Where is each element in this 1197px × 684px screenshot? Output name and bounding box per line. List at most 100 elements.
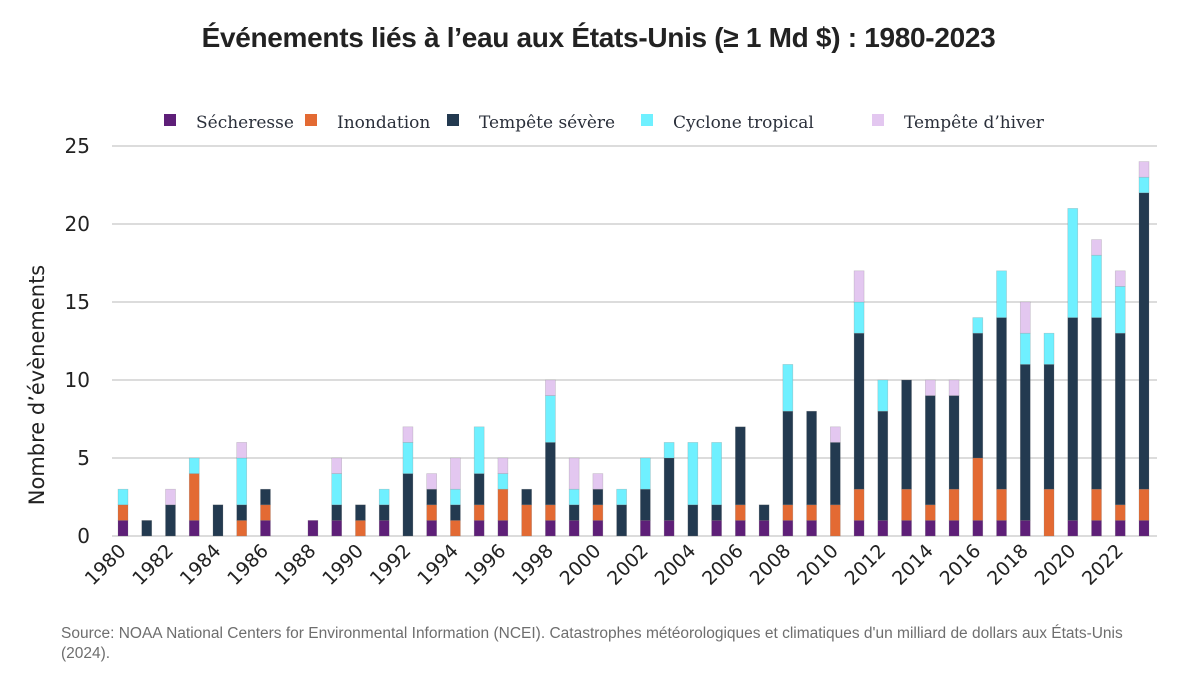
bar-segment: [687, 442, 699, 506]
bar-segment: [948, 395, 960, 490]
legend-label: Tempête d’hiver: [904, 113, 1045, 133]
legend-item: Cyclone tropical: [641, 113, 814, 133]
bar-segment: [1091, 239, 1102, 256]
bar-segment: [236, 457, 248, 506]
x-tick-label: 2000: [556, 540, 606, 590]
bar-segment: [188, 520, 200, 537]
legend-item: Tempête sévère: [447, 113, 615, 133]
bar-stack-2001: [616, 488, 627, 537]
bar-stack-1988: [307, 520, 319, 537]
bar-segment: [307, 520, 319, 537]
bar-segment: [545, 395, 556, 443]
x-tick-label: 2002: [603, 540, 653, 590]
bar-segment: [782, 520, 794, 537]
bar-stack-1980: [117, 488, 129, 537]
bar-segment: [545, 442, 556, 506]
legend-item: Inondation: [305, 113, 430, 133]
bar-segment: [640, 457, 651, 490]
gridlines: [112, 145, 1157, 537]
y-tick-label: 15: [65, 290, 90, 314]
bar-segment: [117, 520, 129, 537]
y-tick-label: 0: [77, 524, 90, 548]
bar-stack-1995: [473, 426, 485, 537]
y-axis-ticks: 0 5 10 15 20 25: [65, 134, 90, 548]
bar-segment: [830, 442, 841, 506]
legend-swatch: [164, 114, 176, 126]
bar-segment: [545, 504, 556, 521]
x-tick-label: 1984: [176, 540, 226, 590]
bar-stack-2010: [830, 426, 841, 537]
bar-segment: [1043, 488, 1055, 537]
bar-segment: [758, 520, 770, 537]
legend-label: Sécheresse: [196, 113, 294, 133]
legend-item: Sécheresse: [164, 113, 294, 133]
bar-segment: [497, 520, 509, 537]
bar-segment: [1138, 192, 1150, 490]
bar-stack-2011: [853, 270, 865, 537]
bar-stack-2005: [711, 442, 722, 537]
bar-segment: [1091, 520, 1102, 537]
bar-segment: [901, 520, 912, 537]
bar-segment: [663, 442, 675, 459]
bar-segment: [473, 520, 485, 537]
bar-segment: [1138, 161, 1150, 178]
bar-segment: [711, 442, 722, 506]
legend-label: Cyclone tropical: [673, 113, 814, 133]
bar-stack-1989: [331, 457, 342, 537]
bar-segment: [402, 426, 414, 443]
bar-segment: [450, 504, 461, 521]
legend-label: Inondation: [337, 113, 430, 133]
bar-segment: [592, 488, 604, 506]
bar-segment: [877, 410, 889, 521]
bar-segment: [925, 504, 936, 521]
bar-segment: [260, 488, 271, 506]
y-tick-label: 10: [65, 368, 90, 392]
bar-segment: [450, 488, 461, 506]
x-tick-label: 1982: [128, 540, 178, 590]
bar-segment: [473, 473, 485, 506]
source-note: Source: NOAA National Centers for Enviro…: [61, 625, 1123, 662]
bar-segment: [901, 379, 912, 490]
bar-segment: [426, 520, 437, 537]
bar-segment: [996, 520, 1007, 537]
bar-segment: [616, 504, 627, 537]
bar-segment: [663, 520, 675, 537]
bar-stack-1998: [545, 379, 556, 537]
bar-segment: [877, 379, 889, 412]
bar-stack-1996: [497, 457, 509, 537]
bar-segment: [806, 410, 817, 506]
bar-stack-2007: [758, 504, 770, 537]
bar-segment: [450, 520, 461, 537]
bar-segment: [521, 504, 532, 537]
bar-segment: [711, 504, 722, 521]
bar-segment: [473, 426, 485, 474]
bar-stack-1993: [426, 473, 437, 537]
x-axis-ticks: 1980198219841986198819901992199419961998…: [81, 540, 1128, 590]
bar-segment: [402, 442, 414, 474]
bar-segment: [1043, 364, 1055, 490]
bar-segment: [331, 520, 342, 537]
bar-segment: [1067, 317, 1079, 521]
bar-segment: [1091, 488, 1102, 521]
bar-segment: [853, 301, 865, 334]
bar-segment: [806, 520, 817, 537]
bar-segment: [188, 457, 200, 474]
x-tick-label: 1988: [271, 540, 321, 590]
bar-stack-2006: [735, 426, 746, 537]
bar-segment: [402, 473, 414, 537]
bar-segment: [165, 504, 176, 537]
bar-segment: [663, 457, 675, 521]
bar-segment: [426, 473, 437, 490]
bar-segment: [1091, 317, 1102, 490]
legend: Sécheresse Inondation Tempête sévère Cyclon…: [164, 113, 1045, 133]
bar-segment: [830, 426, 841, 443]
legend-item: Tempête d’hiver: [872, 113, 1045, 133]
y-tick-label: 25: [65, 134, 90, 158]
bar-segment: [355, 504, 366, 521]
chart-title: Événements liés à l’eau aux États-Unis (…: [201, 22, 996, 53]
bar-segment: [426, 504, 437, 521]
bar-segment: [1114, 332, 1126, 506]
bar-segment: [616, 488, 627, 506]
bar-segment: [1019, 364, 1031, 521]
y-tick-label: 5: [77, 446, 90, 470]
